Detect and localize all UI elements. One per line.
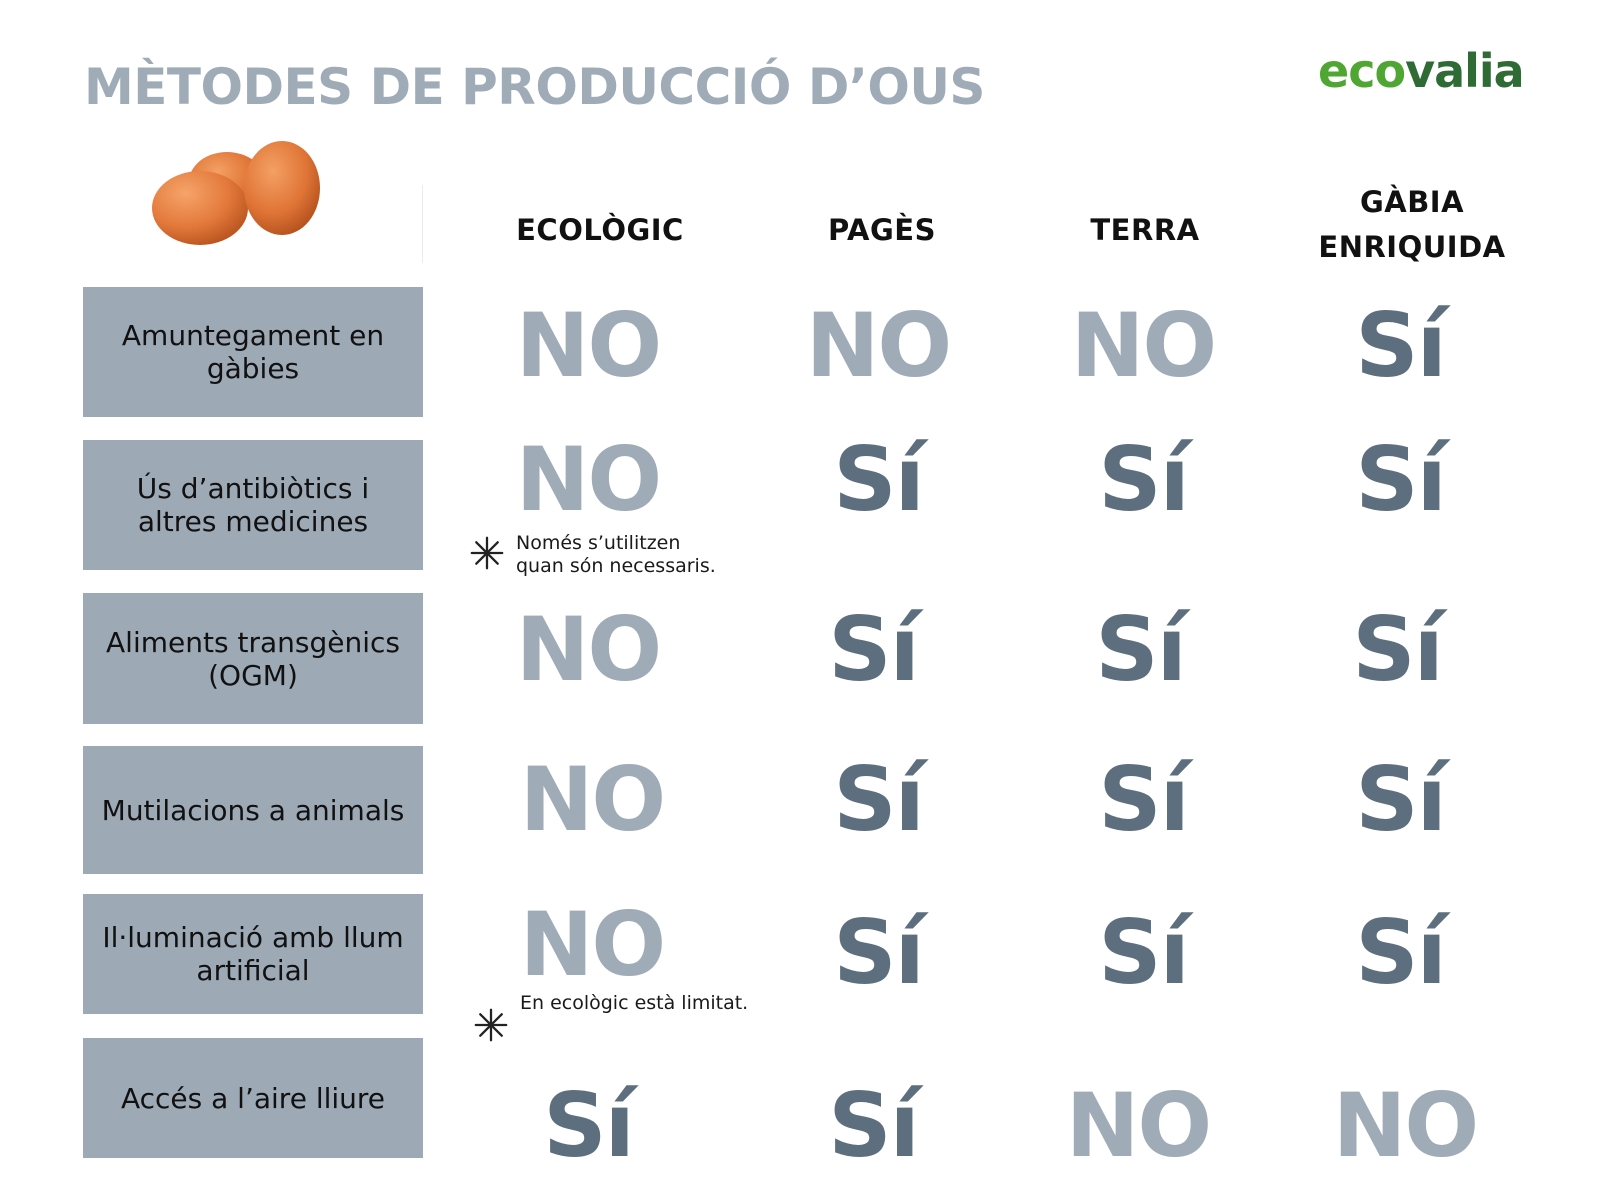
- footnote-line: quan són necessaris.: [516, 555, 716, 577]
- row-label-artificial-light: Il·luminació amb llum artificial: [83, 894, 423, 1014]
- column-header-line: GÀBIA: [1359, 185, 1465, 219]
- cell-value: Sí: [1355, 294, 1447, 397]
- brand-logo-part-valia: valia: [1405, 44, 1525, 98]
- column-header-terra: TERRA: [1015, 208, 1275, 253]
- eggs-icon: [152, 141, 320, 245]
- row-label-gmo-feed: Aliments transgènics (OGM): [83, 593, 423, 724]
- footnote-antibiotics: Només s’utilitzen quan són necessaris.: [468, 532, 716, 578]
- asterisk-icon: [474, 1008, 508, 1042]
- column-header-pages: PAGÈS: [752, 208, 1012, 253]
- brand-logo-part-eco: eco: [1318, 44, 1406, 98]
- row-label-antibiotics: Ús d’antibiòtics i altres medicines: [83, 440, 423, 570]
- cell-value: Sí: [833, 901, 925, 1004]
- page-title: MÈTODES DE PRODUCCIÓ D’OUS: [84, 58, 985, 116]
- footnote-line: En ecològic està limitat.: [520, 992, 749, 1014]
- cell-value: Sí: [1098, 428, 1190, 531]
- cell-value: Sí: [1352, 598, 1444, 701]
- cell-value: Sí: [828, 598, 920, 701]
- cell-value: Sí: [1355, 428, 1447, 531]
- cell-value: NO: [515, 428, 662, 531]
- cell-value: Sí: [1355, 901, 1447, 1004]
- cell-value: NO: [515, 598, 662, 701]
- column-header-line: ECOLÒGIC: [516, 213, 684, 247]
- row-label-mutilations: Mutilacions a animals: [83, 746, 423, 874]
- cell-value: Sí: [543, 1074, 635, 1177]
- cell-value: Sí: [1098, 748, 1190, 851]
- cell-value: Sí: [1355, 748, 1447, 851]
- asterisk-icon: [470, 536, 504, 570]
- cell-value: NO: [519, 893, 666, 996]
- cell-value: Sí: [828, 1074, 920, 1177]
- footnote-artificial-light: En ecològic està limitat.: [472, 992, 748, 1044]
- cell-value: Sí: [1098, 901, 1190, 1004]
- column-header-line: ENRIQUIDA: [1318, 230, 1506, 264]
- cell-value: NO: [515, 294, 662, 397]
- cell-value: NO: [1070, 294, 1217, 397]
- cell-value: NO: [1065, 1074, 1212, 1177]
- cell-value: NO: [805, 294, 952, 397]
- column-header-gabia-enriquida: GÀBIA ENRIQUIDA: [1282, 180, 1542, 270]
- footnote-line: Només s’utilitzen: [516, 532, 681, 554]
- cell-value: Sí: [833, 748, 925, 851]
- header-divider: [422, 185, 423, 263]
- brand-logo: ecovalia: [1318, 44, 1525, 98]
- cell-value: NO: [519, 748, 666, 851]
- row-label-cages: Amuntegament en gàbies: [83, 287, 423, 417]
- column-header-line: PAGÈS: [827, 213, 937, 247]
- row-label-outdoor-access: Accés a l’aire lliure: [83, 1038, 423, 1158]
- column-header-line: TERRA: [1090, 213, 1200, 247]
- cell-value: NO: [1332, 1074, 1479, 1177]
- cell-value: Sí: [833, 428, 925, 531]
- cell-value: Sí: [1095, 598, 1187, 701]
- column-header-ecologic: ECOLÒGIC: [470, 208, 730, 253]
